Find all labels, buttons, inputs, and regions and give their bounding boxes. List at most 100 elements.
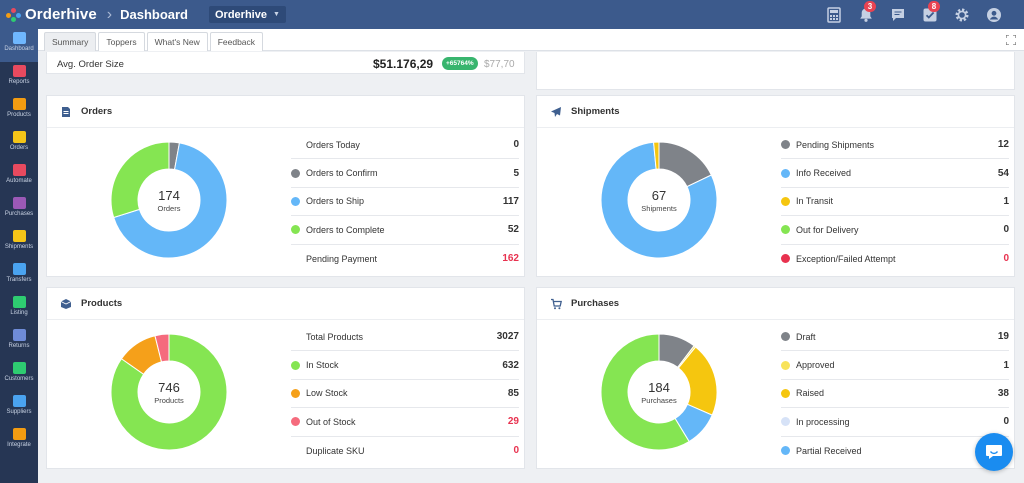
sidebar-item-label: Dashboard bbox=[4, 46, 34, 52]
sidebar-item-orders[interactable]: Orders bbox=[0, 128, 38, 161]
stat-row[interactable]: Low Stock 85 bbox=[291, 380, 519, 409]
fullscreen-icon[interactable] bbox=[1006, 35, 1016, 45]
sidebar-item-integrate[interactable]: Integrate bbox=[0, 425, 38, 458]
purchases-card-header: Purchases bbox=[537, 288, 1014, 320]
sidebar-item-listing[interactable]: Listing bbox=[0, 293, 38, 326]
shipments-donut-slice[interactable] bbox=[600, 141, 718, 259]
legend-dot bbox=[291, 332, 300, 341]
sidebar-item-transfers[interactable]: Transfers bbox=[0, 260, 38, 293]
stat-row[interactable]: Approved 1 bbox=[781, 351, 1009, 380]
integrate-icon bbox=[12, 428, 26, 440]
sidebar-item-dashboard[interactable]: Dashboard bbox=[0, 29, 38, 62]
legend-dot bbox=[291, 168, 300, 178]
profile-button[interactable] bbox=[978, 0, 1010, 29]
sidebar-item-automate[interactable]: Automate bbox=[0, 161, 38, 194]
stat-row[interactable]: Draft 19 bbox=[781, 323, 1009, 352]
suppliers-icon bbox=[12, 395, 26, 407]
sidebar-item-customers[interactable]: Customers bbox=[0, 359, 38, 392]
orders-donut-slice[interactable] bbox=[110, 141, 170, 219]
chat-icon bbox=[892, 8, 904, 21]
purchases-stat-list: Draft 19 Approved 1 Raised 38 In processing 0 Pa… bbox=[781, 323, 1009, 465]
stat-value: 85 bbox=[507, 387, 519, 399]
tab-toppers[interactable]: Toppers bbox=[98, 32, 145, 51]
stat-row[interactable]: Orders to Ship 117 bbox=[291, 188, 519, 217]
stat-row[interactable]: Partial Received bbox=[781, 437, 1009, 465]
purchases-donut-chart[interactable] bbox=[599, 332, 719, 452]
stat-value: 52 bbox=[507, 224, 519, 236]
purchases-icon bbox=[12, 197, 26, 209]
notifications-button[interactable]: 3 bbox=[850, 0, 882, 29]
avg-order-card: Avg. Order Size $51.176,29 +65764% $77,7… bbox=[46, 52, 525, 74]
stat-row[interactable]: Pending Payment 162 bbox=[291, 245, 519, 273]
avg-order-label: Avg. Order Size bbox=[57, 59, 124, 70]
brand[interactable]: Orderhive bbox=[6, 6, 97, 23]
user-avatar-icon bbox=[987, 7, 1001, 22]
products-stat-list: Total Products 3027 In Stock 632 Low Stock 85… bbox=[291, 323, 519, 465]
avg-order-value: $51.176,29 bbox=[373, 57, 434, 71]
sidebar-item-suppliers[interactable]: Suppliers bbox=[0, 392, 38, 425]
products-donut-slice[interactable] bbox=[154, 333, 170, 363]
store-select[interactable]: Orderhive ▼ bbox=[209, 6, 286, 23]
top-bar: Orderhive › Dashboard Orderhive ▼ 3 8 bbox=[0, 0, 1024, 29]
tab-summary[interactable]: Summary bbox=[44, 32, 97, 51]
legend-dot bbox=[291, 360, 300, 370]
stat-label: Orders to Complete bbox=[306, 224, 385, 235]
box-icon bbox=[60, 298, 72, 309]
stat-row[interactable]: In Transit 1 bbox=[781, 188, 1009, 217]
orders-donut-slice[interactable] bbox=[113, 142, 228, 259]
orders-icon bbox=[12, 131, 26, 143]
stat-value: 0 bbox=[513, 445, 519, 457]
sidebar-item-returns[interactable]: Returns bbox=[0, 326, 38, 359]
stat-label: Orders to Ship bbox=[306, 196, 365, 207]
chevron-right-icon: › bbox=[106, 5, 113, 23]
legend-dot bbox=[291, 140, 300, 149]
stat-row[interactable]: In processing 0 bbox=[781, 408, 1009, 437]
products-donut-chart[interactable] bbox=[109, 332, 229, 452]
avg-order-previous: $77,70 bbox=[484, 59, 515, 70]
stat-row[interactable]: Pending Shipments 12 bbox=[781, 131, 1009, 160]
messages-button[interactable] bbox=[882, 0, 914, 29]
stat-row[interactable]: Raised 38 bbox=[781, 380, 1009, 409]
tasks-button[interactable]: 8 bbox=[914, 0, 946, 29]
purchases-card-title: Purchases bbox=[571, 298, 620, 309]
stat-row[interactable]: Orders to Complete 52 bbox=[291, 216, 519, 245]
dashboard-icon bbox=[12, 32, 26, 44]
sidebar-item-reports[interactable]: Reports bbox=[0, 62, 38, 95]
stat-value: 0 bbox=[1003, 224, 1009, 236]
airplane-icon bbox=[551, 106, 561, 117]
stat-label: Orders to Confirm bbox=[306, 168, 378, 179]
products-donut-slice[interactable] bbox=[110, 333, 228, 451]
shipments-stat-list: Pending Shipments 12 Info Received 54 In Tra… bbox=[781, 131, 1009, 273]
stat-row[interactable]: Total Products 3027 bbox=[291, 323, 519, 352]
stat-row[interactable]: Info Received 54 bbox=[781, 159, 1009, 188]
tab-what-s-new[interactable]: What's New bbox=[146, 32, 208, 51]
stat-label: Pending Payment bbox=[306, 253, 378, 264]
shipments-donut-chart[interactable] bbox=[599, 140, 719, 260]
stat-row[interactable]: Exception/Failed Attempt 0 bbox=[781, 245, 1009, 273]
stat-row[interactable]: Duplicate SKU 0 bbox=[291, 437, 519, 465]
stat-row[interactable]: In Stock 632 bbox=[291, 351, 519, 380]
tab-feedback[interactable]: Feedback bbox=[209, 32, 264, 51]
orders-card: Orders 174 Orders Orders Today 0 Orders to… bbox=[46, 95, 525, 277]
settings-button[interactable] bbox=[946, 0, 978, 29]
support-chat-button[interactable] bbox=[975, 433, 1013, 471]
stat-label: Duplicate SKU bbox=[306, 445, 365, 456]
sidebar-item-products[interactable]: Products bbox=[0, 95, 38, 128]
sidebar-item-purchases[interactable]: Purchases bbox=[0, 194, 38, 227]
sidebar-item-shipments[interactable]: Shipments bbox=[0, 227, 38, 260]
stat-label: Partial Received bbox=[796, 445, 862, 456]
purchases-donut-slice[interactable] bbox=[600, 333, 690, 451]
stat-value: 0 bbox=[1003, 253, 1009, 265]
stat-row[interactable]: Orders Today 0 bbox=[291, 131, 519, 160]
stat-row[interactable]: Orders to Confirm 5 bbox=[291, 159, 519, 188]
sidebar-item-label: Purchases bbox=[4, 211, 34, 217]
empty-summary-card bbox=[536, 52, 1015, 90]
shipments-donut-slice[interactable] bbox=[653, 141, 660, 170]
stat-row[interactable]: Out for Delivery 0 bbox=[781, 216, 1009, 245]
sidebar-item-label: Integrate bbox=[7, 442, 31, 448]
stat-label: Approved bbox=[796, 360, 835, 371]
stat-label: In Transit bbox=[796, 196, 834, 207]
orders-donut-chart[interactable] bbox=[109, 140, 229, 260]
stat-row[interactable]: Out of Stock 29 bbox=[291, 408, 519, 437]
calculator-button[interactable] bbox=[818, 0, 850, 29]
